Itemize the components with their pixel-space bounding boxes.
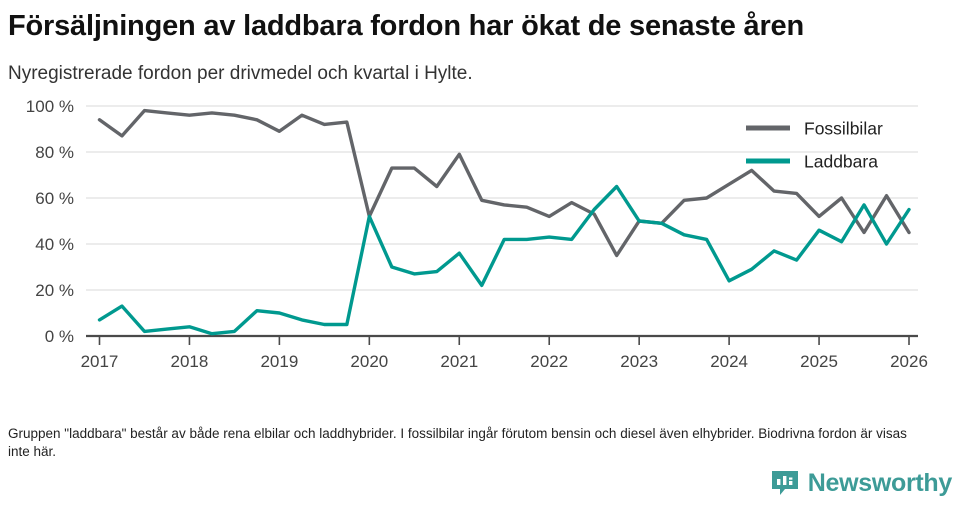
line-chart: 0 % 20 % 40 % 60 % 80 % 100 % 2017 2018 2019 202… [26, 97, 928, 371]
legend-label: Fossilbilar [804, 119, 883, 139]
gridlines [86, 105, 918, 338]
x-axis-tick-label: 2017 [81, 352, 119, 371]
bar-chart-speech-bubble-icon [771, 471, 798, 495]
legend-label: Laddbara [804, 152, 878, 172]
brand-logo: Newsworthy [770, 468, 952, 498]
data-series [97, 108, 911, 336]
chart-legend: Fossilbilar Laddbara [746, 119, 883, 172]
page-title: Försäljningen av laddbara fordon har öka… [8, 10, 804, 42]
y-axis-tick-label: 100 % [26, 97, 74, 116]
x-axis-tick-label: 2018 [171, 352, 209, 371]
series-line-laddbara [97, 184, 911, 336]
y-axis-tick-label: 60 % [35, 189, 74, 208]
y-axis-ticks: 0 % 20 % 40 % 60 % 80 % 100 % [26, 97, 74, 346]
series-line-fossilbilar [97, 108, 911, 258]
y-axis-tick-label: 80 % [35, 143, 74, 162]
footnote-text: Gruppen "laddbara" består av både rena e… [8, 426, 907, 459]
page-subtitle: Nyregistrerade fordon per drivmedel och … [8, 63, 473, 84]
x-axis-tick-label: 2021 [440, 352, 478, 371]
x-axis-tick-label: 2019 [260, 352, 298, 371]
y-axis-tick-label: 20 % [35, 281, 74, 300]
x-axis-tick-label: 2022 [530, 352, 568, 371]
chart-container: 0 % 20 % 40 % 60 % 80 % 100 % 2017 2018 2019 202… [8, 94, 952, 384]
x-axis-tick-label: 2020 [350, 352, 388, 371]
x-axis-tick-label: 2025 [800, 352, 838, 371]
brand-name: Newsworthy [807, 469, 953, 497]
x-axis-tick-label: 2024 [710, 352, 748, 371]
y-axis-tick-label: 0 % [45, 327, 74, 346]
x-axis-tick-label: 2023 [620, 352, 658, 371]
x-axis-ticks: 2017 2018 2019 2020 2021 2022 2023 2024 2025 2026 [81, 336, 928, 371]
x-axis-tick-label: 2026 [890, 352, 928, 371]
y-axis-tick-label: 40 % [35, 235, 74, 254]
